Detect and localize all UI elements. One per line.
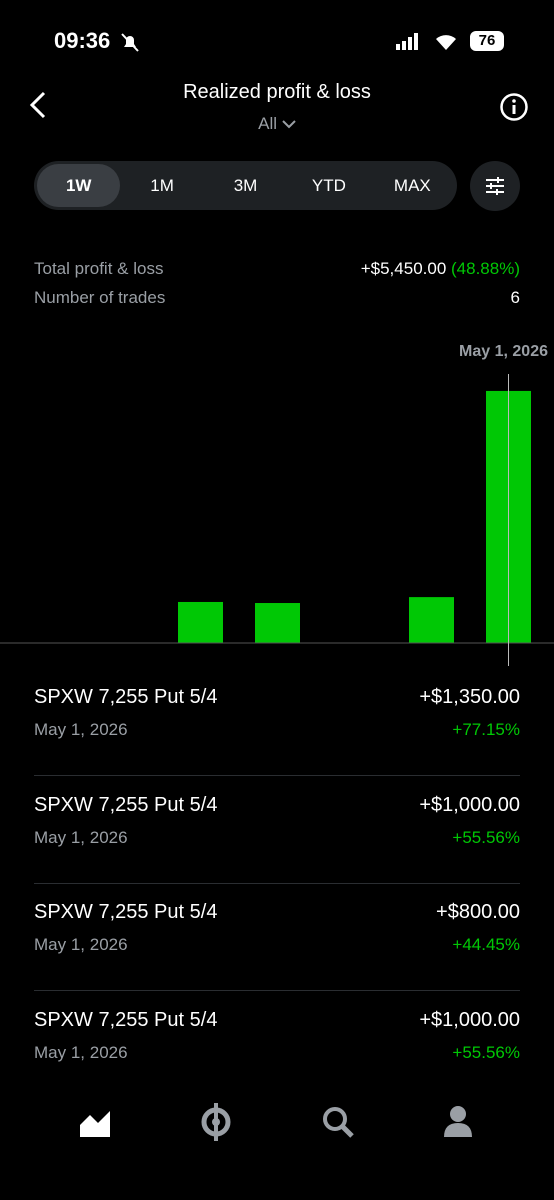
period-selector: 1W 1M 3M YTD MAX — [34, 161, 457, 210]
trade-name: SPXW 7,255 Put 5/4 — [34, 901, 218, 923]
summary-row: Total profit & loss +$5,450.00 (48.88%) — [34, 259, 520, 279]
trade-pnl: +$1,000.00 — [419, 1008, 520, 1031]
summary-label: Total profit & loss — [34, 259, 164, 278]
chevron — [282, 120, 296, 129]
period-tab[interactable]: 1W — [37, 164, 121, 207]
settings-button[interactable] — [470, 161, 520, 211]
bar — [178, 601, 223, 643]
bar — [255, 603, 300, 643]
trade-name: SPXW 7,255 Put 5/4 — [34, 686, 218, 708]
nav-investing[interactable] — [80, 1111, 110, 1137]
summary-row: Number of trades 6 — [34, 288, 520, 308]
summary-label: Number of trades — [34, 288, 166, 307]
cursor-label: May 1, 2026 — [459, 343, 548, 360]
battery: 76 — [470, 31, 504, 51]
period-tab[interactable]: MAX — [393, 176, 431, 195]
period-tab[interactable]: 3M — [233, 176, 258, 195]
trade-name: SPXW 7,255 Put 5/4 — [34, 793, 218, 816]
trade-pct: +55.56% — [452, 1042, 520, 1062]
trade-name: SPXW 7,255 Put 5/4 — [34, 1008, 218, 1031]
nav-account[interactable] — [444, 1106, 472, 1137]
bar — [409, 597, 454, 643]
period-tab[interactable]: YTD — [311, 176, 346, 195]
trade-row[interactable]: SPXW 7,255 Put 5/4 May 1, 2026 +$1,350.00 +… — [34, 668, 520, 776]
bell-off-icon — [121, 33, 139, 52]
back-button[interactable] — [26, 90, 50, 120]
summary-value: +$5,450.00 — [360, 259, 447, 278]
summary-value: 6 — [510, 288, 520, 307]
signal-wifi-icons — [396, 33, 456, 50]
trade-pnl: +$1,000.00 — [419, 793, 520, 816]
trade-date: May 1, 2026 — [34, 720, 128, 739]
filter-label: All — [258, 114, 278, 133]
period-tab[interactable]: 1M — [150, 176, 174, 195]
sliders-icon — [486, 177, 504, 195]
info-button[interactable] — [499, 92, 529, 122]
chart: May 1, 2026 — [0, 343, 554, 666]
status-time: 09:36 — [54, 28, 111, 53]
trade-pct: +44.45% — [452, 935, 520, 954]
trade-row[interactable]: SPXW 7,255 Put 5/4 May 1, 2026 +$800.00 +44… — [34, 883, 520, 991]
nav-crypto[interactable] — [201, 1103, 231, 1141]
trade-date: May 1, 2026 — [34, 935, 128, 954]
trade-date: May 1, 2026 — [34, 827, 128, 847]
page-title: Realized profit & loss — [183, 81, 371, 103]
summary-value-group: 6 — [511, 288, 520, 308]
trade-pnl: +$1,350.00 — [419, 686, 520, 708]
trade-date: May 1, 2026 — [34, 1042, 128, 1062]
trade-pct: +55.56% — [452, 827, 520, 847]
summary-change: (48.88%) — [451, 259, 520, 278]
trade-pct: +77.15% — [452, 720, 520, 739]
summary-value-group: +$5,450.00 (48.88%) — [361, 259, 520, 279]
nav-search[interactable] — [323, 1107, 354, 1138]
trade-row[interactable]: SPXW 7,255 Put 5/4 May 1, 2026 +$1,000.00 +… — [34, 776, 520, 884]
bottom-nav — [80, 1103, 472, 1141]
filter-dropdown[interactable]: All — [0, 114, 554, 134]
trade-pnl: +$800.00 — [436, 901, 520, 923]
trade-row[interactable]: SPXW 7,255 Put 5/4 May 1, 2026 +$1,000.00 +… — [34, 991, 520, 1098]
